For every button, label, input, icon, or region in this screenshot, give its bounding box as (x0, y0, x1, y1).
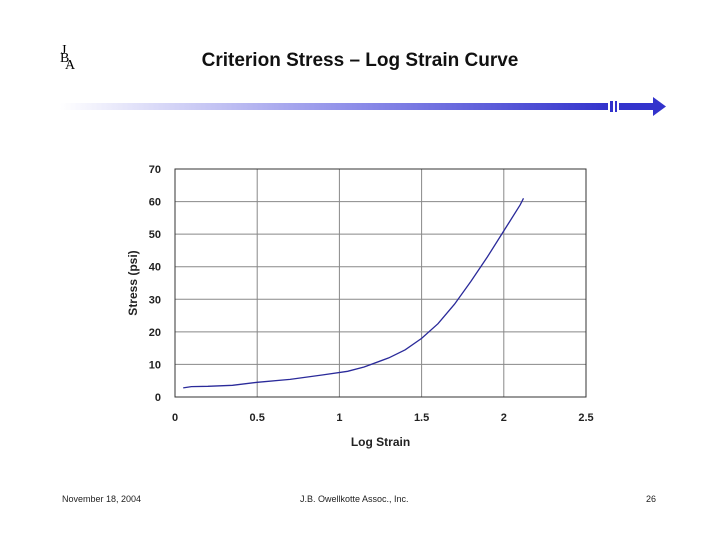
y-tick-label: 20 (149, 327, 161, 339)
x-tick-label: 1.5 (414, 412, 429, 424)
y-tick-label: 70 (149, 164, 161, 176)
title-underline-arrow (60, 97, 666, 116)
bar-stripe-2 (615, 101, 617, 112)
gradient-bar (60, 103, 608, 110)
footer-date: November 18, 2004 (62, 494, 142, 504)
x-tick-label: 2.5 (578, 412, 593, 424)
y-tick-label: 40 (149, 262, 161, 274)
stress-curve-line (183, 198, 525, 389)
y-tick-label: 10 (149, 359, 161, 371)
x-tick-label: 0.5 (250, 412, 265, 424)
footer-organization: J.B. Owellkotte Assoc., Inc. (300, 494, 409, 504)
plot-frame (174, 168, 587, 398)
logo-letter-j: J (61, 43, 67, 58)
bar-stripe-1 (610, 101, 613, 112)
y-tick-label: 50 (149, 229, 161, 241)
bar-stripe-3 (619, 103, 653, 110)
logo-letter-a: A (65, 58, 76, 73)
y-axis-label: Stress (psi) (126, 250, 140, 315)
tick-layer: 0 0.5 1 1.5 2 2.5 0 10 20 30 40 50 60 70 (149, 164, 594, 424)
y-tick-label: 30 (149, 294, 161, 306)
grid-layer (174, 168, 587, 398)
logo: J B A (58, 44, 88, 78)
x-tick-label: 2 (501, 412, 507, 424)
slide-title: Criterion Stress – Log Strain Curve (201, 50, 519, 71)
y-tick-label: 0 (155, 392, 161, 404)
bar-arrowhead (653, 97, 666, 116)
x-tick-label: 0 (172, 412, 178, 424)
logo-letter-b: B (60, 51, 70, 66)
y-tick-label: 60 (149, 197, 161, 209)
x-axis-label: Log Strain (351, 435, 410, 449)
x-tick-label: 1 (336, 412, 342, 424)
footer-page-number: 26 (646, 494, 657, 504)
